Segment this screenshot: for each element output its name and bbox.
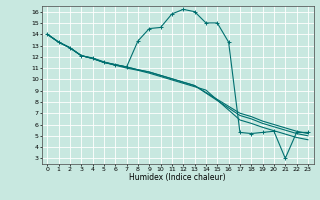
X-axis label: Humidex (Indice chaleur): Humidex (Indice chaleur) xyxy=(129,173,226,182)
